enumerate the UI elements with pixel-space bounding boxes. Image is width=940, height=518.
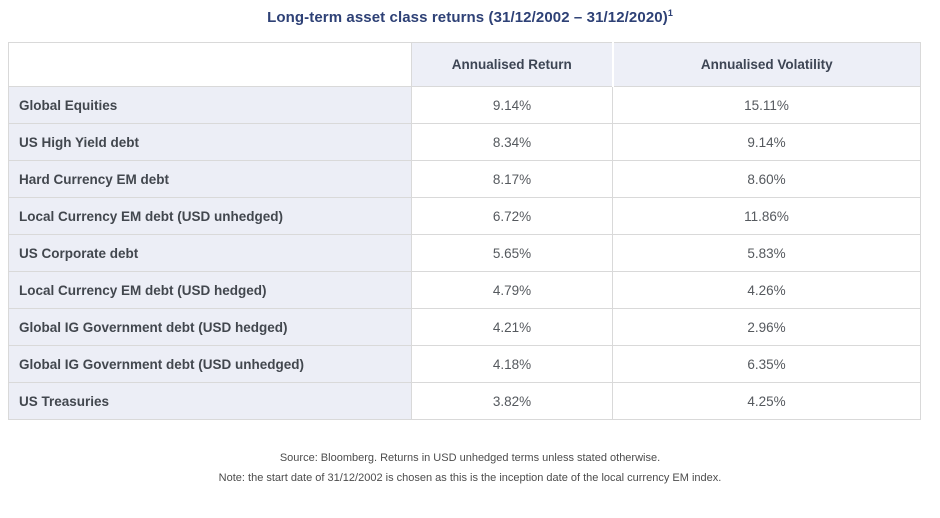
table-row: US Treasuries 3.82% 4.25% bbox=[8, 382, 921, 420]
return-value-cell: 8.17% bbox=[411, 160, 613, 198]
row-label-cell: Local Currency EM debt (USD hedged) bbox=[8, 271, 412, 309]
volatility-value-cell: 11.86% bbox=[612, 197, 921, 235]
return-value-cell: 5.65% bbox=[411, 234, 613, 272]
return-value-cell: 3.82% bbox=[411, 382, 613, 420]
page-title-footnote-marker: 1 bbox=[667, 8, 673, 18]
row-label-cell: Hard Currency EM debt bbox=[8, 160, 412, 198]
page-title: Long-term asset class returns (31/12/200… bbox=[0, 0, 940, 27]
volatility-value-cell: 8.60% bbox=[612, 160, 921, 198]
asset-class-returns-table: Annualised Return Annualised Volatility … bbox=[8, 42, 921, 420]
volatility-value-cell: 2.96% bbox=[612, 308, 921, 346]
footnotes: Source: Bloomberg. Returns in USD unhedg… bbox=[0, 448, 940, 488]
return-value-cell: 4.79% bbox=[411, 271, 613, 309]
corner-header-cell bbox=[8, 42, 412, 87]
start-date-note: Note: the start date of 31/12/2002 is ch… bbox=[218, 472, 722, 484]
return-value-cell: 4.21% bbox=[411, 308, 613, 346]
volatility-value-cell: 5.83% bbox=[612, 234, 921, 272]
header-row: Annualised Return Annualised Volatility bbox=[8, 42, 921, 87]
table-row: US High Yield debt 8.34% 9.14% bbox=[8, 123, 921, 161]
page-title-text: Long-term asset class returns (31/12/200… bbox=[267, 9, 668, 26]
source-note: Source: Bloomberg. Returns in USD unhedg… bbox=[279, 452, 661, 464]
row-label-cell: Local Currency EM debt (USD unhedged) bbox=[8, 197, 412, 235]
table-header: Annualised Return Annualised Volatility bbox=[8, 42, 921, 87]
table-row: Global Equities 9.14% 15.11% bbox=[8, 86, 921, 124]
table-row: Global IG Government debt (USD unhedged)… bbox=[8, 345, 921, 383]
row-label-cell: Global Equities bbox=[8, 86, 412, 124]
row-label-cell: US Corporate debt bbox=[8, 234, 412, 272]
return-value-cell: 9.14% bbox=[411, 86, 613, 124]
volatility-value-cell: 15.11% bbox=[612, 86, 921, 124]
return-value-cell: 8.34% bbox=[411, 123, 613, 161]
table-row: Hard Currency EM debt 8.17% 8.60% bbox=[8, 160, 921, 198]
volatility-value-cell: 9.14% bbox=[612, 123, 921, 161]
row-label-cell: Global IG Government debt (USD unhedged) bbox=[8, 345, 412, 383]
row-label-cell: US High Yield debt bbox=[8, 123, 412, 161]
table-body: Global Equities 9.14% 15.11% US High Yie… bbox=[8, 86, 921, 420]
table-row: Local Currency EM debt (USD hedged) 4.79… bbox=[8, 271, 921, 309]
annualised-return-header: Annualised Return bbox=[411, 42, 613, 87]
row-label-cell: US Treasuries bbox=[8, 382, 412, 420]
volatility-value-cell: 4.25% bbox=[612, 382, 921, 420]
table-row: Global IG Government debt (USD hedged) 4… bbox=[8, 308, 921, 346]
volatility-value-cell: 4.26% bbox=[612, 271, 921, 309]
volatility-value-cell: 6.35% bbox=[612, 345, 921, 383]
return-value-cell: 6.72% bbox=[411, 197, 613, 235]
table-row: Local Currency EM debt (USD unhedged) 6.… bbox=[8, 197, 921, 235]
annualised-volatility-header: Annualised Volatility bbox=[611, 42, 921, 87]
table-row: US Corporate debt 5.65% 5.83% bbox=[8, 234, 921, 272]
return-value-cell: 4.18% bbox=[411, 345, 613, 383]
row-label-cell: Global IG Government debt (USD hedged) bbox=[8, 308, 412, 346]
